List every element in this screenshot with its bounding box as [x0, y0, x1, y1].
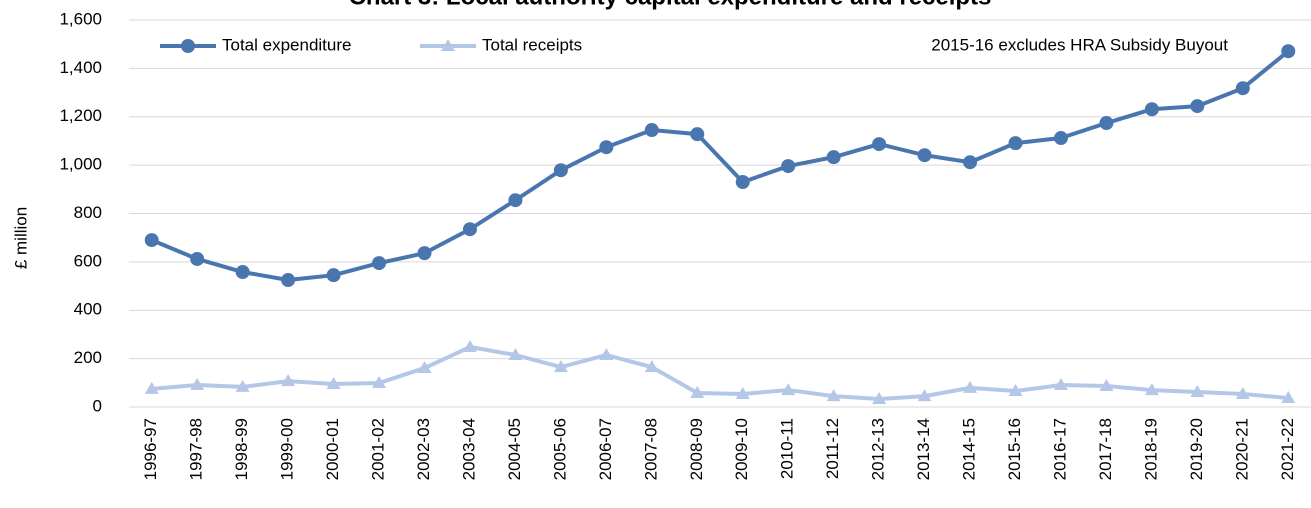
marker	[1281, 391, 1296, 404]
marker	[781, 383, 796, 396]
x-tick-label: 2007-08	[641, 418, 660, 480]
marker	[963, 380, 978, 393]
x-tick-label: 2008-09	[687, 418, 706, 480]
marker	[644, 360, 659, 373]
x-tick-label: 2002-03	[414, 418, 433, 480]
marker	[553, 163, 568, 178]
x-tick-label: 2009-10	[732, 418, 751, 480]
x-tick-label: 2020-21	[1232, 418, 1251, 480]
x-tick-label: 2015-16	[1005, 418, 1024, 480]
marker	[1008, 136, 1023, 151]
marker	[281, 273, 296, 288]
y-tick-label: 200	[74, 348, 102, 367]
marker	[417, 361, 432, 374]
marker	[735, 175, 750, 190]
marker	[462, 222, 477, 237]
marker	[144, 381, 159, 394]
x-tick-label: 1996-97	[141, 418, 160, 480]
x-tick-label: 2010-11	[778, 418, 797, 479]
x-tick-label: 2012-13	[869, 418, 888, 480]
x-tick-label: 2016-17	[1050, 418, 1069, 480]
series-line	[150, 49, 1290, 283]
x-tick-label: 2018-19	[1141, 418, 1160, 480]
marker	[872, 137, 887, 152]
marker	[1053, 377, 1068, 390]
y-axis-label: £ million	[11, 207, 30, 269]
marker	[1099, 116, 1114, 131]
marker	[372, 256, 387, 271]
legend-marker	[441, 39, 455, 51]
x-tick-label: 2021-22	[1278, 418, 1297, 480]
marker	[826, 389, 841, 402]
marker	[1008, 384, 1023, 397]
y-tick-label: 1,000	[59, 155, 102, 174]
marker	[826, 150, 841, 165]
x-tick-label: 2017-18	[1096, 418, 1115, 480]
legend-label: Total expenditure	[222, 35, 351, 54]
y-tick-label: 1,400	[59, 58, 102, 77]
marker	[690, 385, 705, 398]
marker	[553, 360, 568, 373]
marker	[599, 140, 614, 155]
series-line	[151, 345, 1289, 402]
y-tick-label: 800	[74, 203, 102, 222]
x-tick-label: 2013-14	[914, 418, 933, 480]
y-tick-label: 400	[74, 300, 102, 319]
x-tick-label: 1999-00	[278, 418, 297, 480]
marker	[235, 379, 250, 392]
marker	[1053, 131, 1068, 146]
marker	[690, 127, 705, 142]
x-tick-label: 2003-04	[459, 418, 478, 480]
marker	[1144, 102, 1159, 117]
y-tick-label: 0	[93, 396, 102, 415]
marker	[1099, 378, 1114, 391]
marker	[963, 155, 978, 170]
marker	[417, 246, 432, 261]
y-tick-label: 1,200	[59, 106, 102, 125]
marker	[372, 376, 387, 389]
marker	[1144, 383, 1159, 396]
marker	[326, 268, 341, 283]
marker	[872, 392, 887, 405]
x-tick-label: 2000-01	[323, 418, 342, 480]
x-tick-label: 2014-15	[960, 418, 979, 480]
marker	[781, 159, 796, 174]
x-tick-label: 2019-20	[1187, 418, 1206, 480]
y-tick-label: 1,600	[59, 9, 102, 28]
x-tick-label: 2006-07	[596, 418, 615, 480]
marker	[917, 148, 932, 163]
annotation: 2015-16 excludes HRA Subsidy Buyout	[931, 35, 1228, 54]
marker	[326, 377, 341, 390]
x-tick-label: 2005-06	[550, 418, 569, 480]
marker	[644, 123, 659, 138]
x-tick-label: 2011-12	[823, 418, 842, 479]
marker	[917, 389, 932, 402]
marker	[1235, 81, 1250, 96]
x-tick-label: 1998-99	[232, 418, 251, 480]
marker	[190, 377, 205, 390]
marker	[190, 251, 205, 266]
marker	[235, 265, 250, 280]
marker	[1235, 386, 1250, 399]
legend-label: Total receipts	[482, 35, 582, 54]
marker	[508, 347, 523, 360]
marker	[1190, 385, 1205, 398]
marker	[144, 233, 159, 248]
marker	[508, 193, 523, 208]
marker	[1281, 44, 1296, 59]
marker	[1190, 99, 1205, 114]
x-tick-label: 2004-05	[505, 418, 524, 480]
marker	[735, 386, 750, 399]
x-tick-label: 2001-02	[369, 418, 388, 480]
y-tick-label: 600	[74, 251, 102, 270]
marker	[462, 340, 477, 353]
marker	[599, 347, 614, 360]
marker	[281, 374, 296, 387]
chart-title: Chart 3: Local authority capital expendi…	[349, 0, 992, 10]
x-tick-label: 1997-98	[187, 418, 206, 480]
legend-marker	[181, 39, 195, 53]
